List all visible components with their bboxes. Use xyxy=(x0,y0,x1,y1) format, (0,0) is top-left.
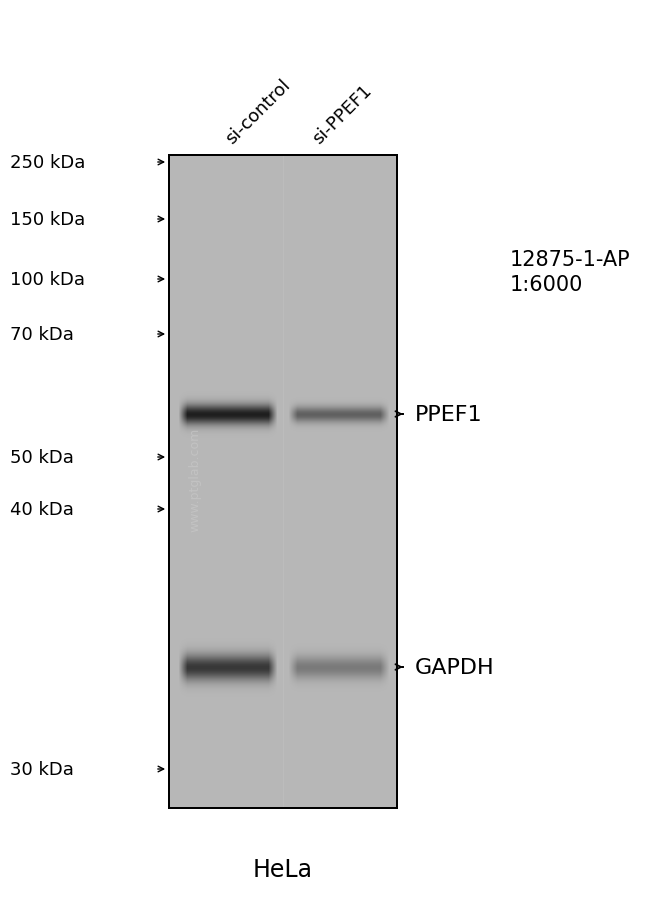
Text: HeLa: HeLa xyxy=(253,857,313,881)
Text: 30 kDa: 30 kDa xyxy=(10,760,74,778)
Text: 50 kDa: 50 kDa xyxy=(10,448,74,466)
Text: 250 kDa: 250 kDa xyxy=(10,154,86,171)
Text: www.ptglab.com: www.ptglab.com xyxy=(189,428,202,531)
Text: si-control: si-control xyxy=(222,76,294,148)
Text: si-PPEF1: si-PPEF1 xyxy=(310,82,375,148)
Text: PPEF1: PPEF1 xyxy=(415,405,483,425)
Text: 40 kDa: 40 kDa xyxy=(10,501,74,519)
Text: 12875-1-AP
1:6000: 12875-1-AP 1:6000 xyxy=(510,250,631,294)
Text: GAPDH: GAPDH xyxy=(415,658,494,677)
Text: 70 kDa: 70 kDa xyxy=(10,326,74,344)
Text: 150 kDa: 150 kDa xyxy=(10,211,86,229)
Text: 100 kDa: 100 kDa xyxy=(10,271,85,289)
